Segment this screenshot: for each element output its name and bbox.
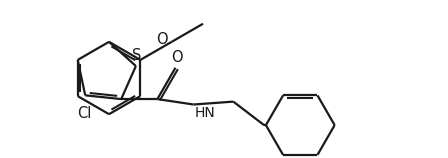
- Text: O: O: [171, 50, 182, 65]
- Text: S: S: [132, 48, 141, 63]
- Text: HN: HN: [194, 106, 215, 121]
- Text: Cl: Cl: [77, 106, 91, 121]
- Text: O: O: [156, 32, 168, 47]
